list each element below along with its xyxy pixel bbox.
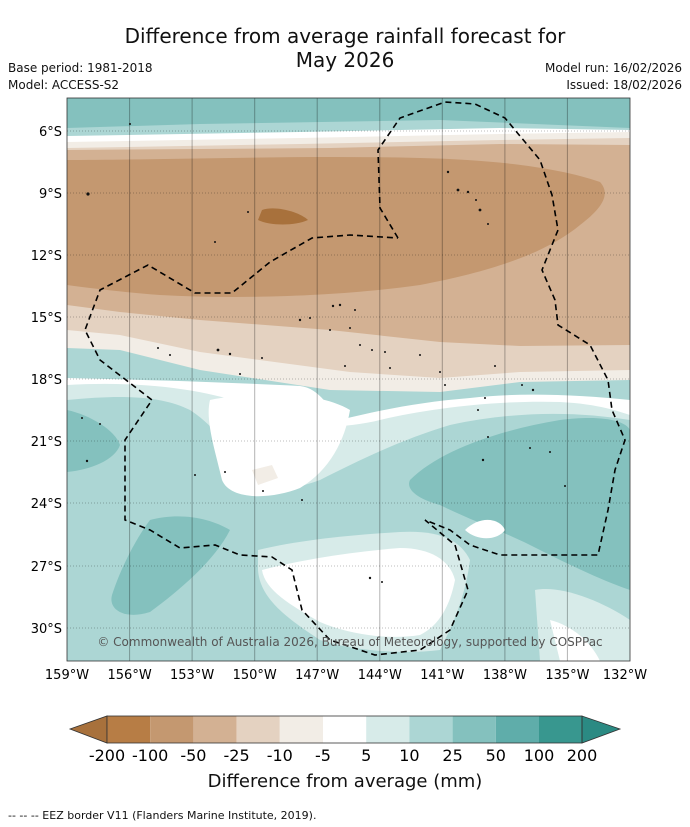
legend-swatch-9 [452, 716, 496, 743]
legend-tick-label: -10 [267, 746, 293, 765]
legend-tick-labels: -200 -100 -50 -25 -10 -5 5 10 25 50 100 … [89, 746, 597, 765]
white-pocket-small [465, 519, 505, 539]
lat-label-27s: 27°S [31, 560, 62, 575]
legend-swatch-10 [495, 716, 539, 743]
legend-frame [106, 715, 583, 744]
map-area [67, 98, 630, 661]
legend-tick-label: -25 [224, 746, 250, 765]
legend-tick-label: -100 [132, 746, 168, 765]
lat-gridlines [67, 130, 630, 629]
legend-extend-high [581, 715, 622, 744]
white-pocket-central [208, 394, 350, 497]
legend-tick-label: 50 [486, 746, 506, 765]
legend-swatch-4 [236, 716, 280, 743]
meta-right: Model run: 16/02/2026 Issued: 18/02/2026 [545, 60, 682, 94]
legend-tick-label: -5 [315, 746, 331, 765]
legend-tick-label: 200 [567, 746, 598, 765]
map-frame [66, 97, 631, 662]
legend-tick-label: 5 [361, 746, 371, 765]
lon-label-141w: 141°W [420, 668, 464, 683]
legend-swatch-5 [279, 716, 323, 743]
model-name: Model: ACCESS-S2 [8, 78, 120, 92]
legend-swatch-6 [323, 716, 367, 743]
legend-tick-label: -50 [180, 746, 206, 765]
issued-date: Issued: 18/02/2026 [566, 78, 682, 92]
lat-label-9s: 9°S [39, 187, 62, 202]
lon-label-156w: 156°W [108, 668, 152, 683]
lat-label-18s: 18°S [31, 373, 62, 388]
legend-tick-label: 100 [524, 746, 555, 765]
lat-label-12s: 12°S [31, 249, 62, 264]
legend-swatch-3 [193, 716, 237, 743]
white-southeast [550, 620, 600, 661]
title-line-2: May 2026 [295, 48, 395, 72]
white-pocket-south [262, 548, 455, 637]
legend-swatch-8 [409, 716, 453, 743]
legend-title: Difference from average (mm) [207, 771, 483, 792]
brown-peak [258, 208, 308, 225]
lon-gridlines [129, 98, 568, 661]
lon-label-150w: 150°W [233, 668, 277, 683]
teal-west-blob [67, 410, 120, 472]
island-markers [81, 123, 566, 583]
model-run-date: Model run: 16/02/2026 [544, 61, 682, 75]
lon-label-144w: 144°W [358, 668, 402, 683]
lat-axis: 6°S 9°S 12°S 15°S 18°S 21°S 24°S 27°S 30… [31, 125, 62, 637]
legend-swatch-1 [107, 716, 151, 743]
legend-swatch-11 [539, 716, 582, 743]
legend-swatch-2 [150, 716, 194, 743]
rainfall-map: © Commonwealth of Australia 2026, Bureau… [31, 97, 647, 683]
copyright-text: © Commonwealth of Australia 2026, Bureau… [97, 635, 602, 649]
teal-east-blob [409, 418, 630, 590]
lon-label-147w: 147°W [295, 668, 339, 683]
lat-label-15s: 15°S [31, 311, 62, 326]
meta-left: Base period: 1981-2018 Model: ACCESS-S2 [8, 60, 153, 94]
lon-label-132w: 132°W [603, 668, 647, 683]
lon-label-135w: 135°W [545, 668, 589, 683]
legend-extend-low [68, 715, 108, 744]
map-title: Difference from average rainfall forecas… [0, 24, 690, 72]
lon-label-153w: 153°W [170, 668, 214, 683]
legend-colorbar: -200 -100 -50 -25 -10 -5 5 10 25 50 100 … [68, 715, 622, 765]
legend-tick-label: 10 [399, 746, 419, 765]
lon-label-138w: 138°W [483, 668, 527, 683]
lat-label-21s: 21°S [31, 435, 62, 450]
eez-footnote: -- -- -- EEZ border V11 (Flanders Marine… [8, 809, 317, 822]
title-line-1: Difference from average rainfall forecas… [124, 24, 566, 48]
lat-label-30s: 30°S [31, 622, 62, 637]
lat-label-6s: 6°S [39, 125, 62, 140]
lon-label-159w: 159°W [45, 668, 89, 683]
lat-label-24s: 24°S [31, 497, 62, 512]
brown-speck [252, 465, 278, 485]
north-teal-band [67, 98, 630, 128]
base-period: Base period: 1981-2018 [8, 61, 153, 75]
legend-tick-label: -200 [89, 746, 125, 765]
legend-swatch-7 [366, 716, 410, 743]
lon-axis: 159°W 156°W 153°W 150°W 147°W 144°W 141°… [45, 668, 647, 683]
teal-southwest-blob [111, 516, 230, 615]
legend-tick-label: 25 [442, 746, 462, 765]
brown-core [67, 157, 605, 297]
